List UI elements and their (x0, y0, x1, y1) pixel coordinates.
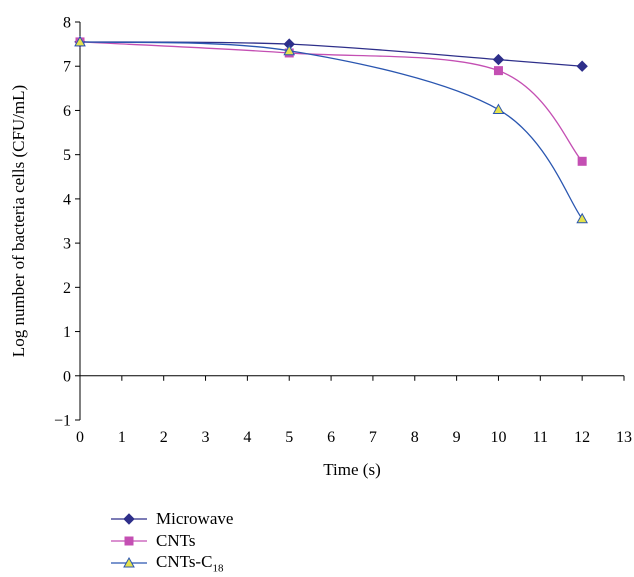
data-point (492, 103, 505, 115)
series-line (79, 41, 583, 162)
y-tick-label: 3 (63, 236, 71, 253)
legend-item-microwave: Microwave (110, 508, 233, 530)
x-tick-label: 11 (533, 429, 548, 446)
legend: Microwave CNTs CNTs-C18 (110, 508, 233, 574)
data-point (577, 156, 587, 166)
data-point (493, 66, 503, 76)
data-point (74, 35, 86, 47)
x-tick-label: 5 (285, 429, 293, 446)
data-point (576, 212, 589, 224)
series-2 (74, 35, 589, 224)
y-tick-label: 8 (63, 15, 71, 32)
y-tick-label: 0 (63, 368, 71, 385)
x-tick-label: 4 (243, 429, 251, 446)
x-tick-label: 9 (453, 429, 461, 446)
y-tick-label: 1 (63, 324, 71, 341)
y-tick-label: 5 (63, 147, 71, 164)
x-tick-label: 8 (411, 429, 419, 446)
legend-marker-cnts-icon (111, 536, 147, 546)
legend-label-cnts-c18: CNTs-C18 (156, 551, 224, 575)
data-point (283, 44, 296, 56)
legend-marker-microwave-icon (111, 513, 147, 525)
y-axis-title: Log number of bacteria cells (CFU/mL) (9, 85, 28, 357)
legend-label-microwave: Microwave (156, 509, 234, 528)
x-tick-label: 0 (76, 429, 84, 446)
y-tick-label: 6 (63, 103, 71, 120)
y-tick-label: −1 (54, 413, 71, 430)
y-tick-label: 7 (63, 59, 71, 76)
data-point (576, 60, 588, 72)
x-tick-label: 10 (490, 429, 506, 446)
x-tick-label: 13 (616, 429, 632, 446)
legend-item-cnts: CNTs (110, 530, 233, 552)
y-tick-label: 4 (63, 191, 71, 208)
series-1 (75, 37, 587, 166)
legend-label-cnts: CNTs (156, 531, 196, 550)
x-axis-title: Time (s) (323, 460, 380, 479)
data-point (492, 53, 505, 66)
x-tick-label: 3 (202, 429, 210, 446)
legend-marker-cnts-c18-icon (111, 556, 147, 568)
x-tick-label: 6 (327, 429, 335, 446)
y-tick-label: 2 (63, 280, 71, 297)
x-tick-label: 7 (369, 429, 377, 446)
x-tick-label: 1 (118, 429, 126, 446)
x-tick-label: 12 (574, 429, 590, 446)
series-line (79, 41, 583, 220)
x-tick-label: 2 (160, 429, 168, 446)
legend-item-cnts-c18: CNTs-C18 (110, 552, 233, 574)
